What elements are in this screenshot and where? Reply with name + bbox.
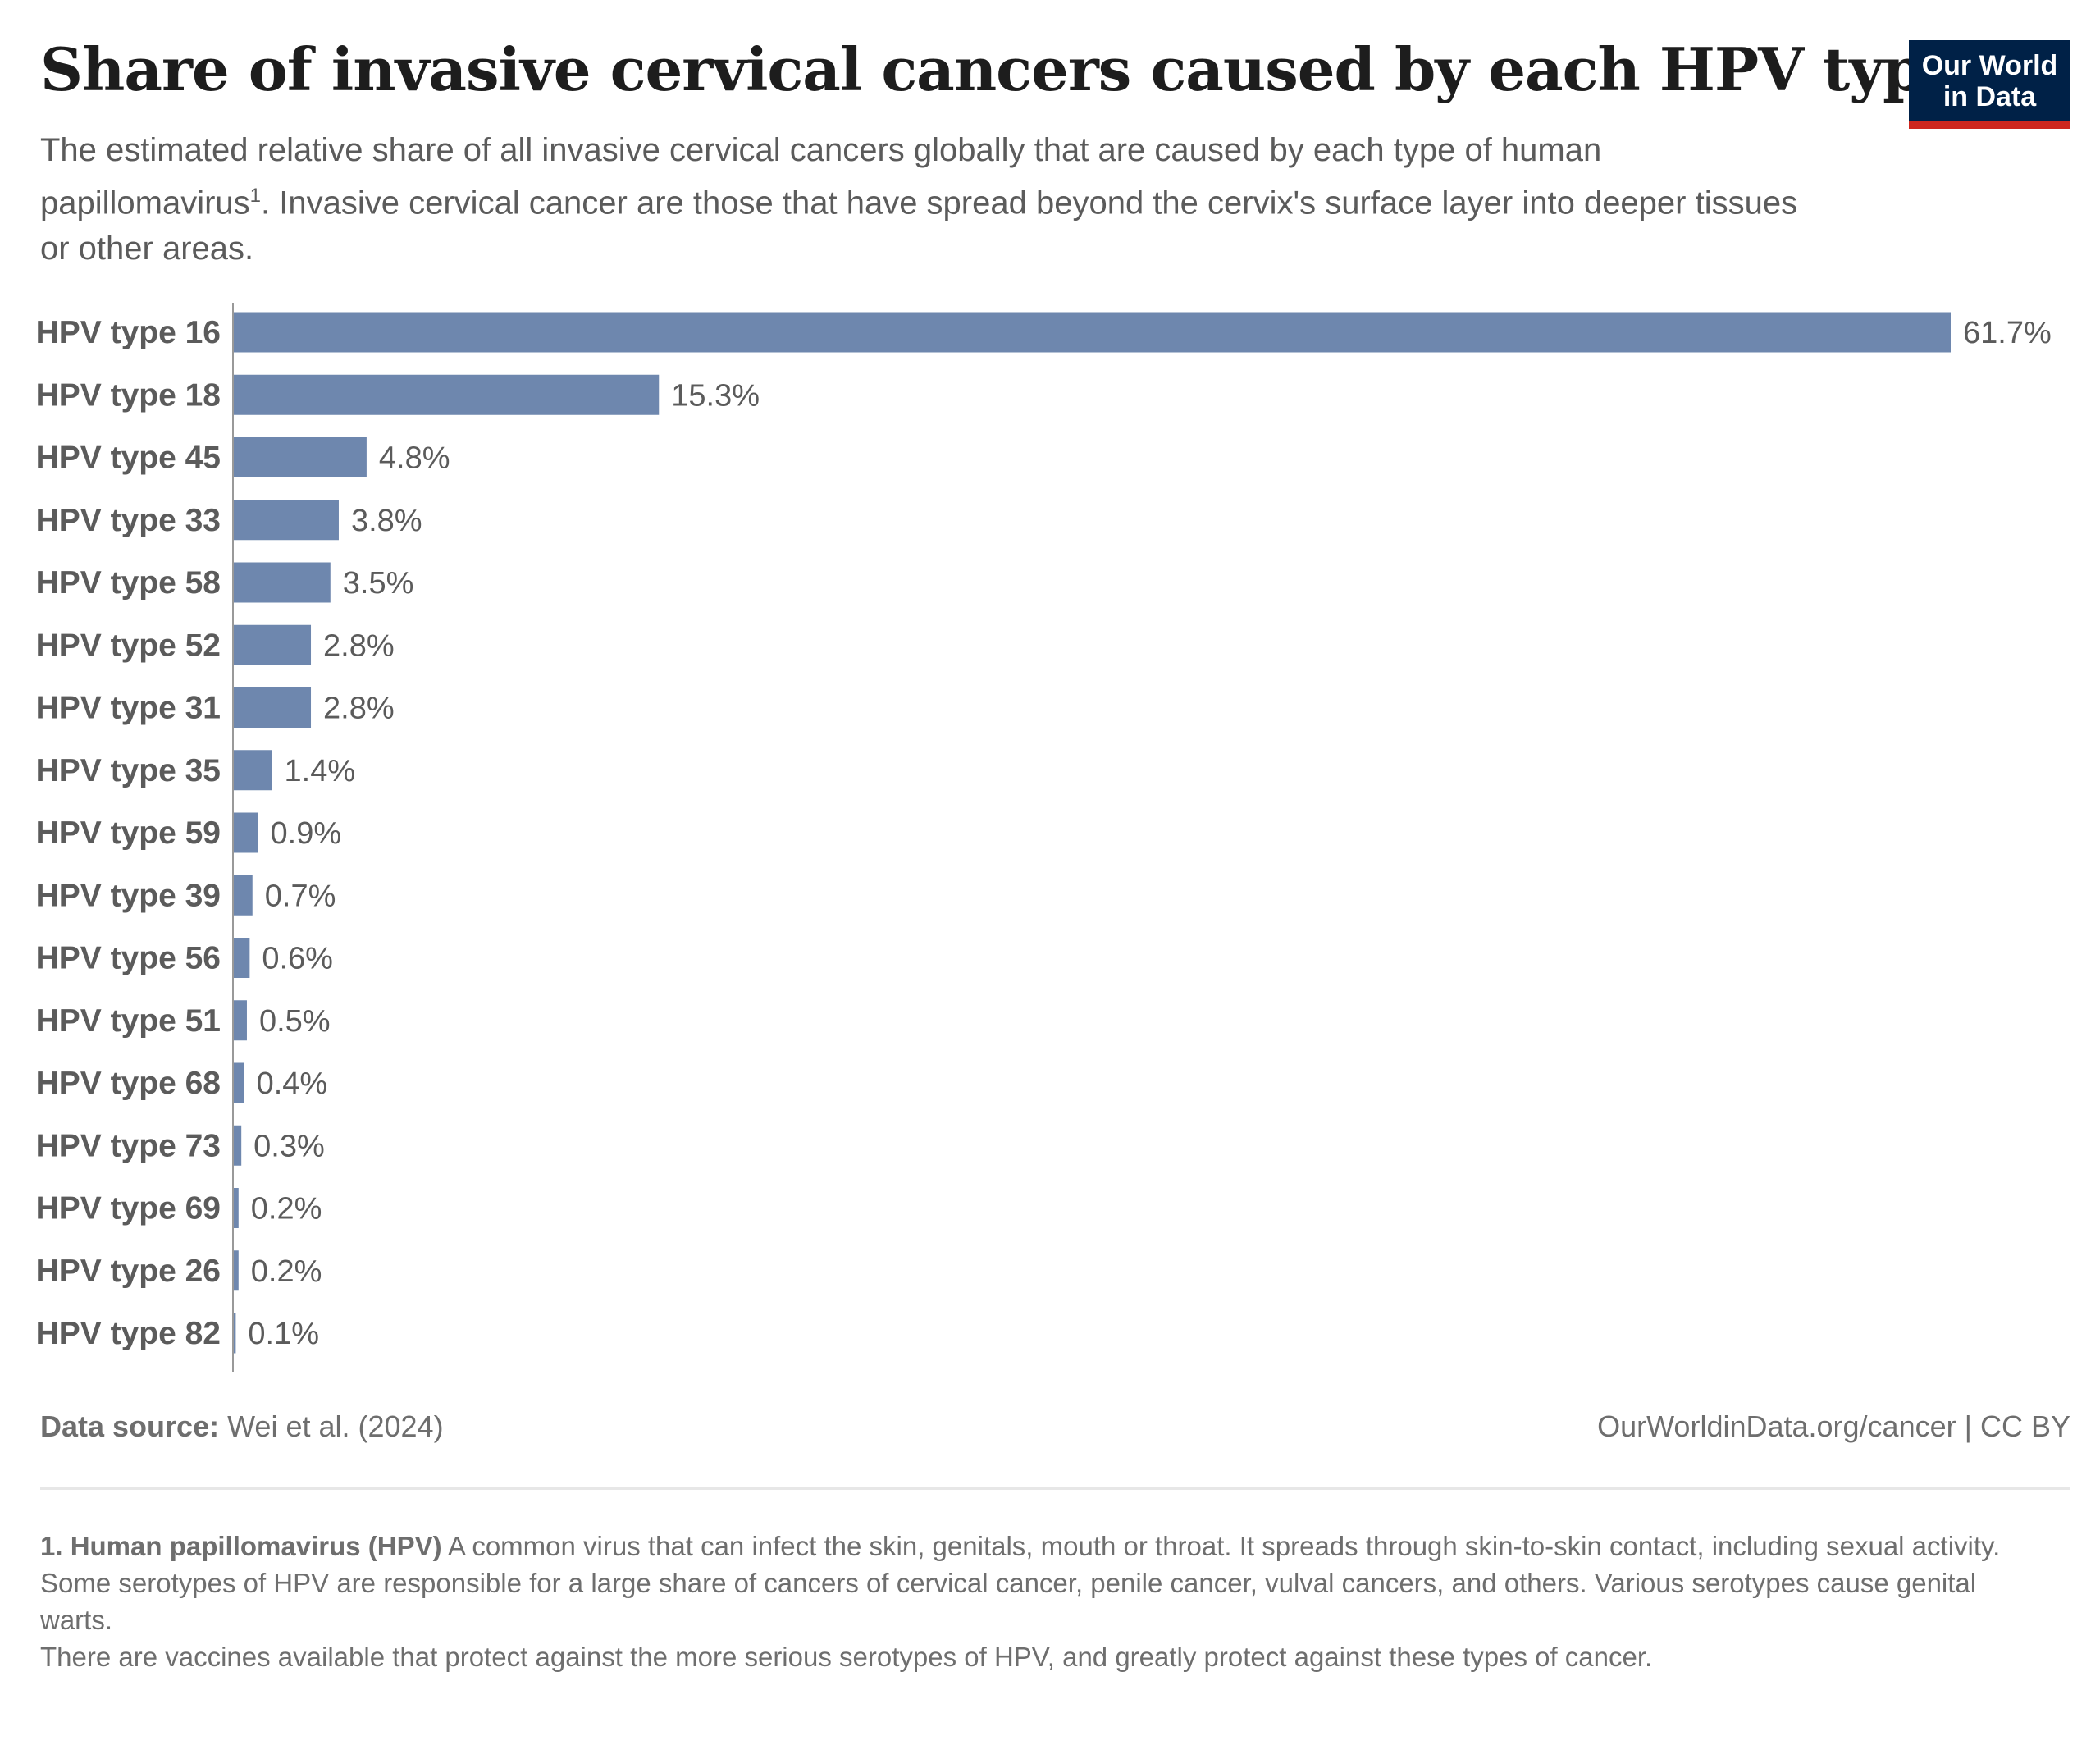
category-label: HPV type 56 bbox=[36, 941, 221, 976]
footnote-ref[interactable]: 1 bbox=[249, 185, 262, 207]
bar[interactable] bbox=[233, 750, 272, 791]
owid-logo[interactable]: Our World in Data bbox=[1909, 40, 2070, 129]
bar[interactable] bbox=[233, 500, 339, 541]
category-label: HPV type 35 bbox=[36, 753, 221, 788]
bar-chart: HPV type 16 61.7% HPV type 18 15.3% HPV type… bbox=[36, 303, 2052, 1372]
subtitle-text-cont: . Invasive cervical cancer are those tha… bbox=[40, 185, 1798, 267]
footnote-line-3: There are vaccines available that protec… bbox=[40, 1642, 1653, 1672]
bar[interactable] bbox=[233, 1125, 242, 1166]
value-label: 0.7% bbox=[265, 879, 336, 913]
category-label: HPV type 58 bbox=[36, 565, 221, 601]
bar[interactable] bbox=[233, 687, 312, 728]
footnote-definition: A common virus that can infect the skin,… bbox=[441, 1531, 2001, 1561]
category-label: HPV type 18 bbox=[36, 377, 221, 413]
bar[interactable] bbox=[233, 374, 660, 415]
source-label: Data source: bbox=[40, 1409, 220, 1443]
footnote-1: 1. Human papillomavirus (HPV) A common v… bbox=[40, 1528, 2042, 1565]
value-label: 3.8% bbox=[351, 504, 422, 538]
bar[interactable] bbox=[233, 1062, 244, 1103]
category-label: HPV type 82 bbox=[36, 1316, 221, 1351]
logo-accent-bar bbox=[1909, 121, 2070, 129]
value-label: 3.5% bbox=[343, 566, 414, 601]
value-label: 2.8% bbox=[323, 628, 395, 663]
bar[interactable] bbox=[233, 938, 250, 978]
value-label: 0.3% bbox=[253, 1129, 325, 1163]
category-label: HPV type 68 bbox=[36, 1066, 221, 1101]
value-label: 0.1% bbox=[248, 1317, 319, 1351]
value-label: 0.5% bbox=[259, 1004, 331, 1039]
category-label: HPV type 59 bbox=[36, 815, 221, 851]
value-label: 0.4% bbox=[257, 1067, 328, 1101]
value-label: 0.2% bbox=[251, 1254, 322, 1289]
category-label: HPV type 39 bbox=[36, 878, 221, 913]
bar[interactable] bbox=[233, 1250, 239, 1291]
value-label: 61.7% bbox=[1963, 316, 2052, 350]
bar[interactable] bbox=[233, 1000, 247, 1041]
bar[interactable] bbox=[233, 875, 253, 916]
chart-subtitle: The estimated relative share of all inva… bbox=[40, 127, 1804, 272]
category-label: HPV type 52 bbox=[36, 628, 221, 663]
bar[interactable] bbox=[233, 812, 258, 853]
chart-title: Share of invasive cervical cancers cause… bbox=[40, 34, 1961, 104]
divider bbox=[40, 1487, 2070, 1490]
value-label: 0.9% bbox=[271, 816, 342, 851]
category-label: HPV type 73 bbox=[36, 1128, 221, 1163]
category-label: HPV type 16 bbox=[36, 315, 221, 350]
bar[interactable] bbox=[233, 1313, 236, 1354]
value-label: 4.8% bbox=[379, 441, 450, 476]
value-label: 15.3% bbox=[671, 378, 760, 413]
logo-line-1: Our World bbox=[1921, 50, 2058, 81]
category-label: HPV type 51 bbox=[36, 1003, 221, 1039]
bar[interactable] bbox=[233, 312, 1951, 353]
footnote-term: 1. Human papillomavirus (HPV) bbox=[40, 1531, 442, 1561]
credit-link[interactable]: OurWorldinData.org/cancer | CC BY bbox=[1597, 1409, 2070, 1443]
value-label: 2.8% bbox=[323, 692, 395, 726]
bar[interactable] bbox=[233, 562, 331, 603]
bar[interactable] bbox=[233, 624, 312, 665]
footnotes: 1. Human papillomavirus (HPV) A common v… bbox=[40, 1528, 2042, 1675]
category-label: HPV type 31 bbox=[36, 691, 221, 726]
value-label: 0.2% bbox=[251, 1192, 322, 1227]
value-label: 1.4% bbox=[285, 754, 356, 788]
footnote-line-2: Some serotypes of HPV are responsible fo… bbox=[40, 1568, 1977, 1635]
bar[interactable] bbox=[233, 1188, 239, 1228]
subtitle-text: The estimated relative share of all inva… bbox=[40, 132, 1602, 222]
category-label: HPV type 69 bbox=[36, 1191, 221, 1227]
category-label: HPV type 26 bbox=[36, 1254, 221, 1289]
category-label: HPV type 33 bbox=[36, 503, 221, 538]
data-source: Data source: Wei et al. (2024) bbox=[40, 1409, 444, 1444]
bar[interactable] bbox=[233, 437, 367, 477]
source-value[interactable]: Wei et al. (2024) bbox=[227, 1409, 444, 1443]
logo-line-2: in Data bbox=[1942, 81, 2037, 112]
value-label: 0.6% bbox=[262, 942, 333, 976]
category-label: HPV type 45 bbox=[36, 441, 221, 476]
